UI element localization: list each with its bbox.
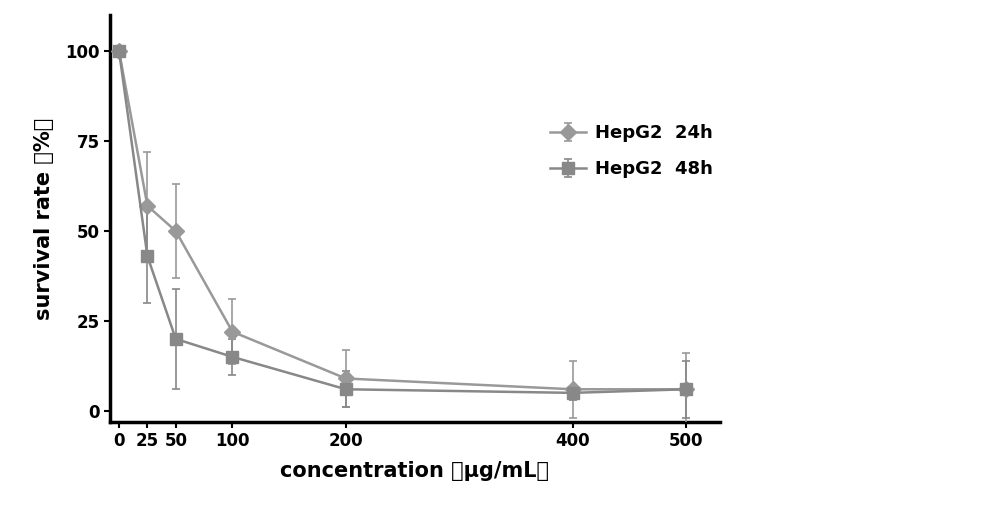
Legend: HepG2  24h, HepG2  48h: HepG2 24h, HepG2 48h (543, 117, 720, 185)
X-axis label: concentration （μg/mL）: concentration （μg/mL） (280, 461, 550, 481)
Y-axis label: survival rate （%）: survival rate （%） (34, 117, 54, 320)
